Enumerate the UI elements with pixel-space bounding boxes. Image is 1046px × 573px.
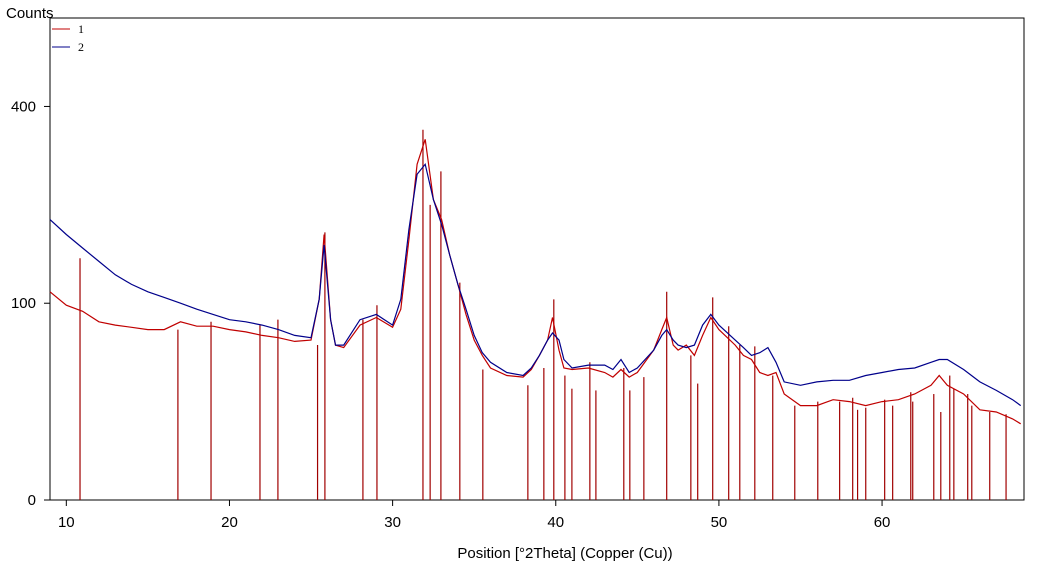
data-line bbox=[49, 139, 1022, 425]
x-tick-label: 10 bbox=[58, 514, 75, 531]
legend-label: 2 bbox=[78, 40, 84, 54]
y-tick-label: 0 bbox=[28, 492, 36, 509]
y-tick-label: 400 bbox=[11, 98, 36, 115]
x-tick-label: 50 bbox=[711, 514, 728, 531]
plot-frame bbox=[49, 17, 1025, 501]
x-tick-label: 60 bbox=[874, 514, 891, 531]
x-axis-label: Position [°2Theta] (Copper (Cu)) bbox=[457, 545, 672, 562]
x-tick-label: 20 bbox=[221, 514, 238, 531]
x-tick-label: 40 bbox=[547, 514, 564, 531]
y-tick-label: 100 bbox=[11, 295, 36, 312]
y-axis-title: Counts bbox=[6, 5, 54, 22]
legend-label: 1 bbox=[78, 22, 84, 36]
x-tick-label: 30 bbox=[384, 514, 401, 531]
data-line bbox=[49, 162, 1022, 407]
